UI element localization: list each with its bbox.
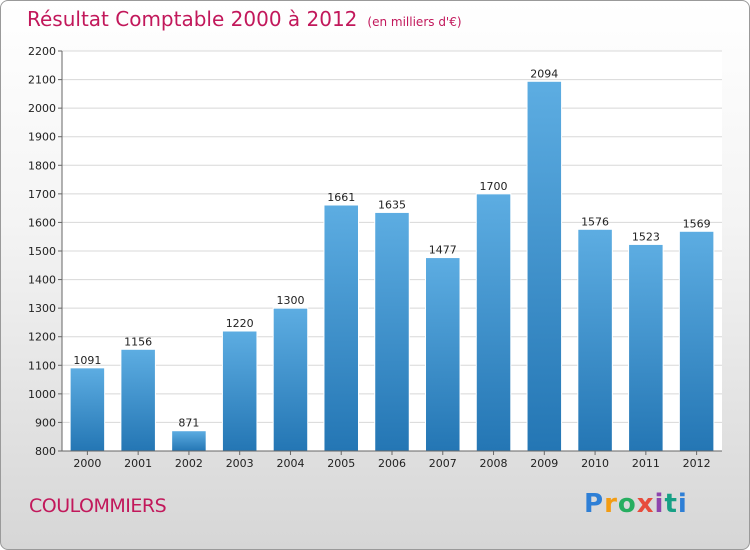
logo-letter: P: [584, 489, 605, 519]
bar-value-label: 1576: [581, 215, 609, 228]
y-axis-ticks: 800 900 1000 1100 1200 1300 1400 1500 1600 1700 18…: [28, 45, 62, 458]
y-tick-label: 1800: [28, 159, 56, 172]
x-tick-label: 2004: [276, 457, 304, 470]
city-name: COULOMMIERS: [29, 495, 167, 517]
x-tick-label: 2012: [683, 457, 711, 470]
bar[interactable]: [272, 307, 309, 452]
y-tick-label: 2100: [28, 74, 56, 87]
logo-letter: t: [664, 489, 678, 519]
logo-letter: r: [604, 489, 618, 519]
y-tick-label: 1300: [28, 302, 56, 315]
bar[interactable]: [475, 193, 512, 452]
bar[interactable]: [69, 367, 106, 452]
chart-title-unit: (en milliers d'€): [367, 15, 462, 29]
chart-title: Résultat Comptable 2000 à 2012 (en millie…: [27, 7, 462, 31]
bars-group: 1091 1156 871 1220 1300 1661 1635 1477 1700 2094 1…: [69, 67, 715, 452]
y-tick-label: 1600: [28, 216, 56, 229]
proxiti-logo[interactable]: Proxiti: [584, 489, 688, 519]
x-axis-ticks: 2000 2001 2002 2003 2004 2005 2006 2007 2008 2009…: [73, 451, 711, 470]
y-tick-label: 2200: [28, 45, 56, 58]
bar-value-label: 1220: [226, 317, 254, 330]
logo-letter: x: [636, 489, 655, 519]
bar-value-label: 1569: [683, 217, 711, 230]
bar-value-label: 1523: [632, 230, 660, 243]
x-tick-label: 2009: [530, 457, 558, 470]
bar-value-label: 1661: [327, 191, 355, 204]
y-tick-label: 1200: [28, 331, 56, 344]
x-tick-label: 2010: [581, 457, 609, 470]
bar[interactable]: [374, 211, 410, 452]
bar[interactable]: [577, 228, 613, 452]
y-tick-label: 900: [35, 416, 56, 429]
bar[interactable]: [526, 80, 563, 452]
chart-title-main: Résultat Comptable 2000 à 2012: [27, 7, 358, 31]
bar[interactable]: [628, 243, 664, 452]
y-tick-label: 1500: [28, 245, 56, 258]
bar-value-label: 1156: [124, 335, 152, 348]
bar-value-label: 1700: [480, 180, 508, 193]
x-tick-label: 2003: [226, 457, 254, 470]
logo-letter: i: [654, 489, 665, 519]
y-tick-label: 1000: [28, 388, 56, 401]
y-tick-label: 1900: [28, 131, 56, 144]
bar[interactable]: [425, 257, 461, 452]
x-tick-label: 2011: [632, 457, 660, 470]
logo-letter: o: [617, 489, 637, 519]
x-tick-label: 2000: [73, 457, 101, 470]
x-tick-label: 2002: [175, 457, 203, 470]
bar-value-label: 2094: [530, 67, 558, 80]
bar-value-label: 871: [178, 417, 199, 430]
x-tick-label: 2001: [124, 457, 152, 470]
y-tick-label: 1700: [28, 188, 56, 201]
x-tick-label: 2008: [480, 457, 508, 470]
bar[interactable]: [221, 330, 258, 452]
bar[interactable]: [120, 348, 156, 452]
x-tick-label: 2007: [429, 457, 457, 470]
y-tick-label: 1100: [28, 359, 56, 372]
logo-letter: i: [677, 489, 688, 519]
bar[interactable]: [678, 230, 715, 452]
x-tick-label: 2006: [378, 457, 406, 470]
bar-value-label: 1635: [378, 198, 406, 211]
x-tick-label: 2005: [327, 457, 355, 470]
y-tick-label: 800: [35, 445, 56, 458]
bar-value-label: 1300: [276, 294, 304, 307]
bar-value-label: 1477: [429, 244, 457, 257]
bar[interactable]: [171, 430, 207, 452]
bar[interactable]: [323, 204, 359, 452]
y-tick-label: 2000: [28, 102, 56, 115]
bar-value-label: 1091: [73, 354, 101, 367]
y-tick-label: 1400: [28, 274, 56, 287]
